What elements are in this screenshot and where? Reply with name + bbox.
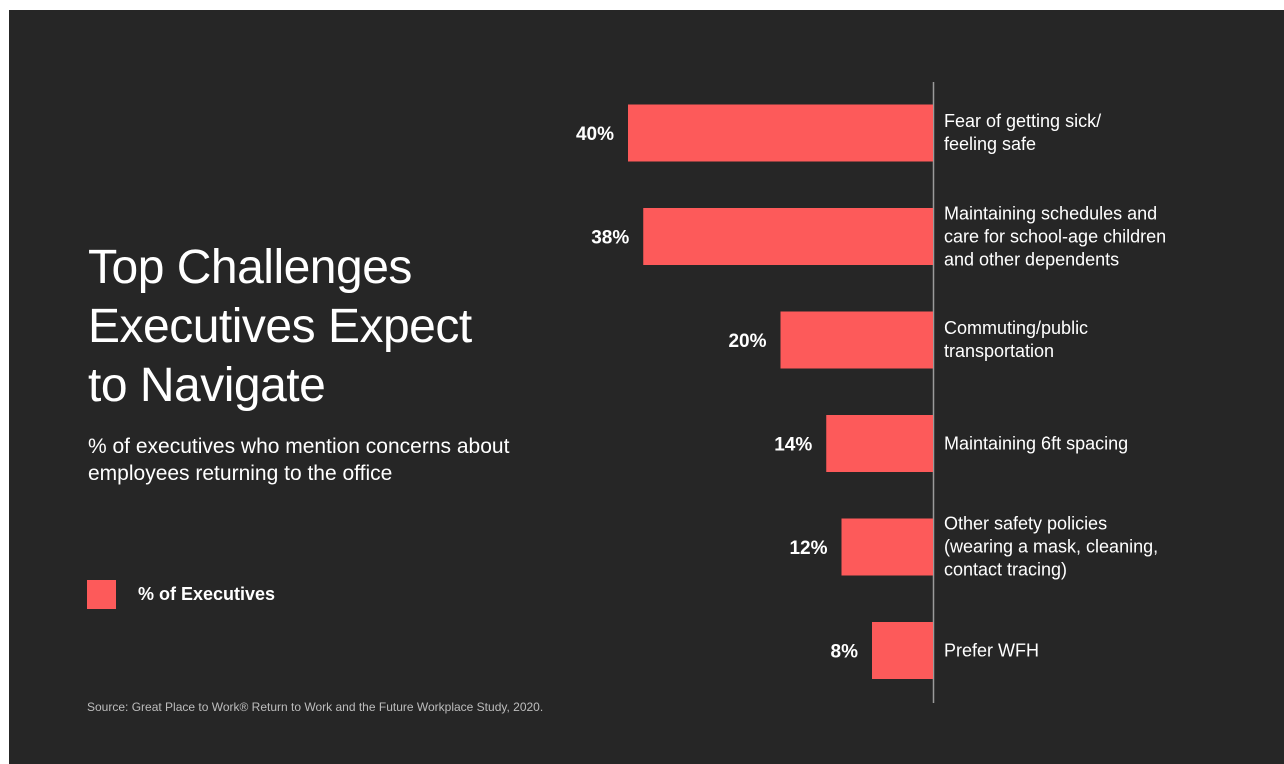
bar [872,622,933,679]
category-label: Commuting/public transportation [944,317,1264,363]
source-note: Source: Great Place to Work® Return to W… [87,700,544,714]
data-label: 8% [831,642,859,663]
bar [628,104,933,162]
category-label-line: Prefer WFH [944,640,1040,660]
legend-swatch [87,580,116,609]
category-label-line: (wearing a mask, cleaning, [944,536,1159,557]
legend-label: % of Executives [138,584,276,604]
category-label-line: care for school-age children [944,226,1167,246]
data-label: 38% [591,228,629,249]
chart-title-line: Top Challenges [88,241,412,294]
chart-subtitle: % of executives who mention concerns abo… [88,435,510,485]
category-label: Fear of getting sick/feeling safe [944,110,1264,156]
category-label-line: Commuting/public [944,318,1089,338]
category-label-line: Maintaining 6ft spacing [944,433,1129,453]
data-label: 20% [728,331,766,352]
chart-title: Top Challenges Executives Expect to Navi… [88,238,588,415]
legend: % of Executives [87,580,275,609]
category-label-line: Maintaining schedules and [944,203,1158,223]
category-label-line: transportation [944,341,1055,361]
category-label-line: and other dependents [944,249,1120,269]
category-label-line: Other safety policies [944,513,1108,534]
bar [780,311,933,369]
category-label: Prefer WFH [944,639,1264,662]
chart-title-line: Executives Expect [88,300,472,353]
data-label: 14% [774,435,812,456]
category-label: Maintaining schedules and care for school… [944,202,1264,271]
category-label-line: contact tracing) [944,559,1068,580]
category-label: Other safety policies (wearing a mask, cl… [944,513,1264,582]
category-label-line: feeling safe [944,134,1037,154]
bar [826,415,933,472]
chart-title-line: to Navigate [88,359,326,412]
data-label: 12% [789,538,827,559]
bar [841,518,933,576]
category-label-line: Fear of getting sick/ [944,111,1102,131]
bar [643,208,933,265]
category-label: Maintaining 6ft spacing [944,432,1264,455]
data-label: 40% [576,124,614,145]
